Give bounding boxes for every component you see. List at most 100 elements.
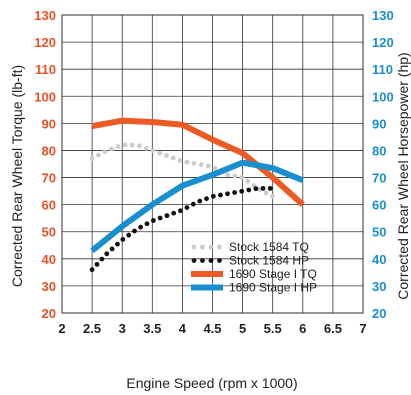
y-right-tick-label: 60 xyxy=(372,198,386,213)
x-axis-title: Engine Speed (rpm x 1000) xyxy=(126,375,297,391)
x-tick-label: 5 xyxy=(239,321,246,336)
y-left-tick-label: 80 xyxy=(42,143,56,158)
legend-label: 1690 Stage I TQ xyxy=(229,267,317,281)
legend-swatch-dot xyxy=(217,244,222,250)
x-tick-label: 2 xyxy=(58,321,65,336)
series-dot xyxy=(164,213,170,219)
series-layer xyxy=(89,117,305,273)
series-dot xyxy=(150,148,156,154)
series-dot xyxy=(99,256,105,262)
series-dot xyxy=(115,144,121,149)
series-dot xyxy=(171,210,177,216)
series-1690-stage-i-hp xyxy=(90,159,304,254)
x-tick-label: 2.5 xyxy=(83,321,101,336)
y-right-tick-label: 50 xyxy=(372,225,386,240)
x-tick-label: 3.5 xyxy=(143,321,161,336)
series-dot xyxy=(89,156,95,161)
series-line xyxy=(91,117,305,207)
series-dot xyxy=(212,165,218,171)
series-dot xyxy=(205,163,211,169)
series-dot xyxy=(177,158,183,163)
y-left-tick-label: 30 xyxy=(42,279,56,294)
series-dot xyxy=(190,201,196,207)
series-dot xyxy=(136,143,142,149)
series-dot xyxy=(210,193,216,199)
legend-item: 1690 Stage I TQ xyxy=(191,267,317,281)
legend-item: 1690 Stage I HP xyxy=(191,281,317,295)
series-dot xyxy=(198,162,204,168)
series-dot xyxy=(122,142,128,148)
series-dot xyxy=(246,187,252,193)
series-dot xyxy=(164,153,169,158)
y-left-axis-title: Corrected Rear Wheel Torque (lb-ft) xyxy=(9,65,25,287)
y-left-tick-label: 70 xyxy=(42,171,56,186)
x-tick-label: 4 xyxy=(179,321,187,336)
series-line xyxy=(90,159,304,254)
y-right-tick-label: 30 xyxy=(372,279,386,294)
series-dot xyxy=(104,251,110,257)
series-dot xyxy=(89,267,95,273)
y-left-tick-label: 130 xyxy=(34,8,56,23)
series-dot xyxy=(232,173,238,179)
legend-label: Stock 1584 HP xyxy=(229,254,309,268)
y-left-tick-label: 100 xyxy=(34,89,56,104)
y-left-axis: 20 30 40 50 60 70 80 90 100 110 120 130 xyxy=(34,8,56,321)
series-dot xyxy=(96,152,101,158)
y-right-tick-label: 100 xyxy=(372,89,394,104)
series-dot xyxy=(191,160,197,166)
series-1690-stage-i-tq xyxy=(91,117,305,207)
series-dot xyxy=(184,205,190,211)
y-left-tick-label: 20 xyxy=(42,306,56,321)
x-tick-label: 6.5 xyxy=(324,321,342,336)
series-dot xyxy=(218,192,223,198)
x-tick-label: 3 xyxy=(119,321,126,336)
y-right-tick-label: 90 xyxy=(372,116,386,131)
y-right-tick-label: 40 xyxy=(372,252,386,267)
x-tick-label: 4.5 xyxy=(203,321,221,336)
x-axis: 2 2.5 3 3.5 4 4.5 5 5.5 6 6.5 7 xyxy=(58,321,366,336)
series-dot xyxy=(170,155,176,161)
series-dot xyxy=(157,150,163,156)
series-dot xyxy=(108,146,114,152)
x-tick-label: 5.5 xyxy=(264,321,282,336)
y-left-tick-label: 90 xyxy=(42,116,56,131)
y-left-tick-label: 40 xyxy=(42,252,56,267)
legend-item: Stock 1584 HP xyxy=(191,254,309,268)
series-stock-1584-hp xyxy=(89,185,273,273)
series-dot xyxy=(120,236,126,242)
y-left-tick-label: 120 xyxy=(34,35,56,50)
series-dot xyxy=(232,190,238,195)
series-dot xyxy=(178,208,183,214)
legend-label: 1690 Stage I HP xyxy=(229,281,317,295)
series-dot xyxy=(129,142,135,148)
series-dot xyxy=(115,241,120,247)
series-dot xyxy=(102,149,108,155)
legend-swatch-dot xyxy=(191,244,197,250)
y-right-tick-label: 20 xyxy=(372,306,386,321)
series-dot xyxy=(239,188,245,194)
y-right-tick-label: 130 xyxy=(372,8,394,23)
legend-label: Stock 1584 TQ xyxy=(229,240,309,254)
series-dot xyxy=(253,186,259,192)
series-dot xyxy=(225,191,230,197)
series-dot xyxy=(109,246,115,252)
series-dot xyxy=(260,185,266,191)
series-dot xyxy=(150,218,156,223)
y-right-tick-label: 110 xyxy=(372,62,393,77)
y-right-axis-title: Corrected Rear Wheel Horsepower (hp) xyxy=(395,52,411,299)
series-dot xyxy=(132,228,137,234)
series-dot xyxy=(94,261,100,267)
series-dot xyxy=(197,198,203,204)
legend-swatch-dot xyxy=(208,258,214,263)
y-left-tick-label: 60 xyxy=(42,198,56,213)
series-dot xyxy=(184,159,190,165)
y-left-tick-label: 110 xyxy=(35,62,56,77)
series-dot xyxy=(269,193,275,199)
legend-swatch-dot xyxy=(200,258,205,263)
y-right-tick-label: 80 xyxy=(372,143,386,158)
y-right-axis: 20 30 40 50 60 70 80 90 100 110 120 130 xyxy=(372,8,394,321)
legend-swatch-dot xyxy=(217,258,222,263)
series-dot xyxy=(245,178,251,184)
